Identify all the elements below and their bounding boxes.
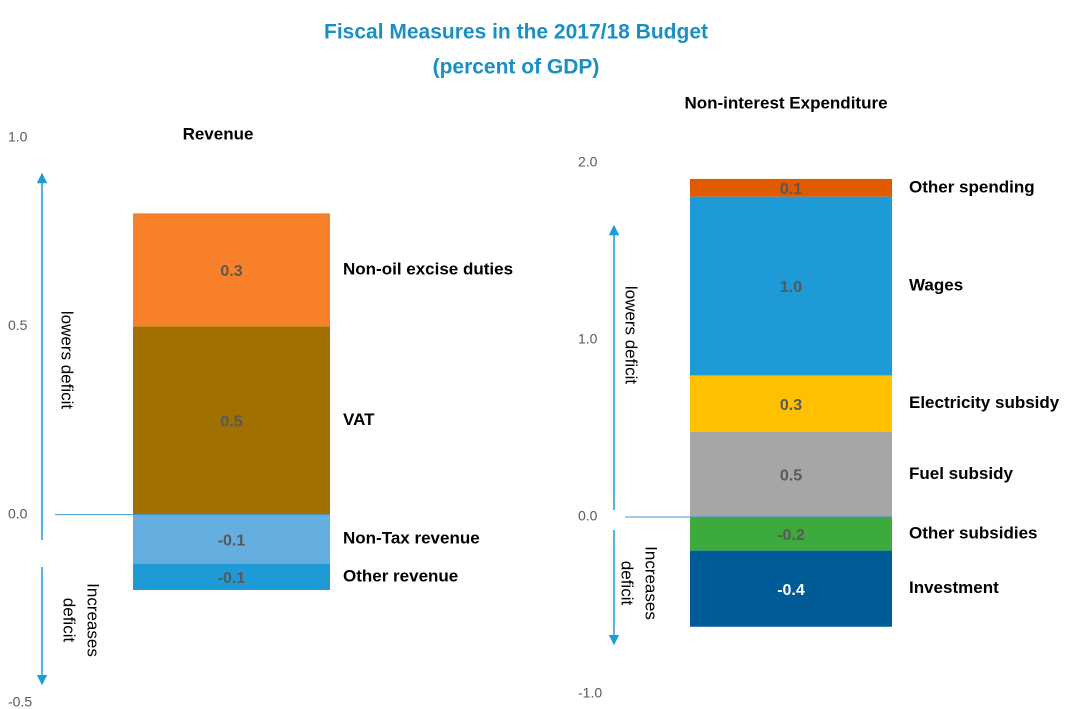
- annotation: lowers deficit: [622, 286, 641, 385]
- y-tick-label: -0.5: [8, 694, 32, 709]
- chart-subtitle: (percent of GDP): [433, 56, 600, 79]
- y-tick-label: 1.0: [8, 129, 28, 145]
- bar-segment: [133, 326, 330, 515]
- bar-segment: [690, 375, 892, 433]
- y-tick-label: 0.5: [8, 317, 28, 333]
- value-label: -0.1: [218, 570, 246, 587]
- legend-label: VAT: [343, 410, 375, 429]
- bar-segment: [690, 550, 892, 627]
- legend-label: Other subsidies: [909, 523, 1037, 542]
- legend-label: Investment: [909, 578, 999, 597]
- panel-title: Non-interest Expenditure: [684, 93, 887, 112]
- y-tick-label: 2.0: [578, 154, 598, 170]
- value-label: -0.1: [218, 532, 246, 549]
- value-label: -0.2: [777, 527, 805, 544]
- legend-label: Non-oil excise duties: [343, 259, 513, 278]
- value-label: -0.4: [777, 582, 805, 599]
- bar-segment: [690, 196, 892, 376]
- bar-segment: [690, 178, 892, 197]
- annotation: deficit: [60, 598, 79, 643]
- value-label: 1.0: [780, 279, 802, 296]
- legend-label: Non-Tax revenue: [343, 529, 480, 548]
- bar-segment: [690, 517, 892, 551]
- legend-label: Fuel subsidy: [909, 464, 1013, 483]
- bar-segment: [133, 514, 330, 564]
- y-tick-label: 0.0: [8, 505, 28, 521]
- value-label: 0.5: [220, 414, 242, 431]
- value-label: 0.1: [780, 181, 802, 198]
- legend-label: Electricity subsidy: [909, 393, 1060, 412]
- annotation: deficit: [618, 561, 637, 606]
- annotation: Increases: [84, 583, 103, 657]
- value-label: 0.3: [780, 397, 802, 414]
- panel-title: Revenue: [183, 124, 254, 143]
- bar-segment: [690, 432, 892, 517]
- legend-label: Other revenue: [343, 566, 458, 585]
- bar-segment: [133, 213, 330, 327]
- y-tick-label: -1.0: [578, 685, 602, 701]
- annotation: lowers deficit: [58, 311, 77, 410]
- annotation: Increases: [642, 546, 661, 620]
- legend-label: Other spending: [909, 177, 1035, 196]
- value-label: 0.5: [780, 468, 802, 485]
- chart-title: Fiscal Measures in the 2017/18 Budget: [324, 21, 708, 44]
- legend-label: Wages: [909, 275, 963, 294]
- y-tick-label: 0.0: [578, 508, 598, 524]
- bar-segment: [133, 563, 330, 590]
- y-tick-label: 1.0: [578, 331, 598, 347]
- value-label: 0.3: [220, 263, 242, 280]
